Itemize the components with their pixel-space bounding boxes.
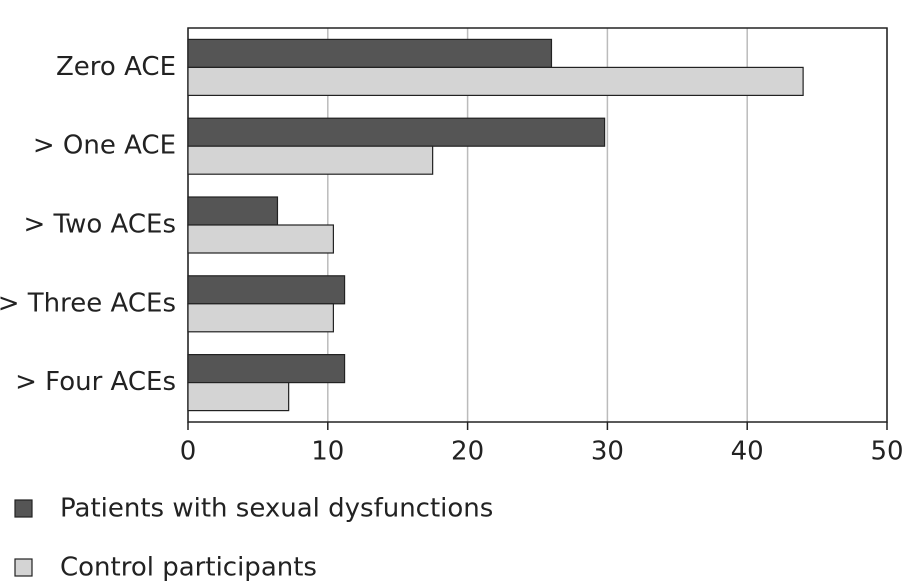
y-tick-label: Zero ACE [56,52,176,82]
bar [187,303,334,333]
x-tick-label: 0 [180,437,197,467]
legend-label: Patients with sexual dysfunctions [60,494,493,524]
bar [187,66,804,97]
x-tick-label: 20 [451,437,484,467]
bar [187,382,290,412]
x-tick-label: 40 [731,437,764,467]
x-tick-label: 30 [591,437,624,467]
bar [187,196,279,226]
x-tick-label: 10 [311,437,344,467]
x-tick-label: 50 [870,437,902,467]
bar [187,38,553,69]
legend-swatch [14,499,33,518]
bar [187,145,434,175]
bar [187,117,606,147]
bar [187,275,346,305]
y-tick-label: > Four ACEs [15,367,176,397]
y-tick-label: > Two ACEs [23,210,176,240]
bar [187,354,346,384]
legend-label: Control participants [60,553,317,583]
bar [187,224,334,254]
y-tick-label: > Three ACEs [0,288,176,318]
legend-swatch [14,558,33,577]
y-tick-label: > One ACE [33,131,176,161]
